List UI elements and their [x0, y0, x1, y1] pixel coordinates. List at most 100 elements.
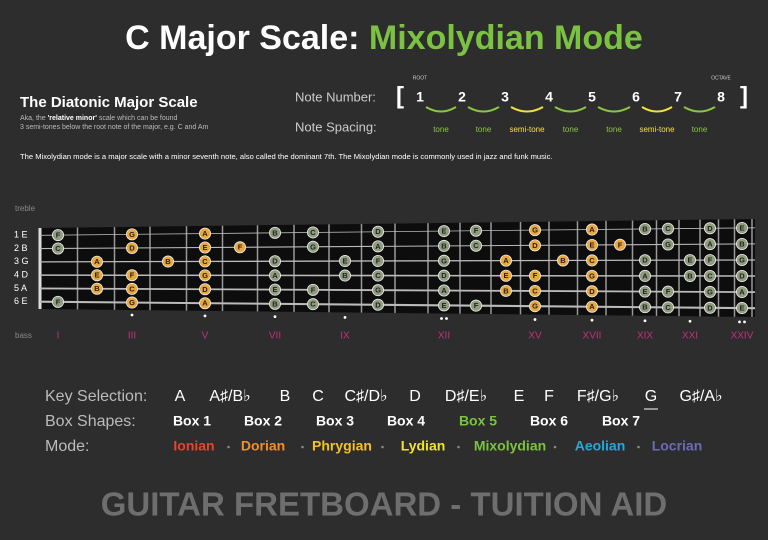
note	[338, 255, 351, 268]
note-letter: D	[375, 300, 381, 309]
note	[639, 269, 652, 282]
string	[39, 300, 756, 310]
spacing-label: tone	[563, 125, 579, 134]
note-letter: E	[739, 304, 744, 313]
note	[736, 253, 749, 266]
note	[736, 270, 749, 283]
note	[586, 238, 599, 251]
note-letter: A	[589, 225, 595, 234]
title-part: C Major Scale:	[125, 19, 369, 57]
note-letter: F	[474, 226, 479, 235]
mode-label: Mode:	[45, 438, 89, 455]
note-letter: B	[165, 257, 171, 266]
note-letter: A	[739, 288, 745, 297]
note-letter: F	[708, 256, 713, 265]
note-letter: F	[56, 297, 61, 306]
note-letter: D	[441, 271, 447, 280]
note-letter: C	[707, 271, 713, 280]
note-letter: C	[310, 228, 316, 237]
spacing-arc	[683, 106, 716, 113]
key: A♯/B♭	[209, 388, 250, 405]
note-letter: G	[589, 271, 595, 280]
note-letter: B	[642, 303, 648, 312]
diatonic-title: The Diatonic Major Scale	[20, 94, 198, 111]
note-letter: A	[272, 271, 278, 280]
fret-dot	[203, 314, 207, 318]
note	[662, 285, 675, 298]
note-letter: E	[503, 271, 508, 280]
note	[161, 255, 174, 268]
fret-dot	[738, 320, 741, 324]
note-letter: B	[342, 271, 348, 280]
note-letter: B	[560, 256, 566, 265]
box-shape: Box 1	[173, 413, 211, 429]
spacing-arc	[510, 106, 544, 113]
spacing-arc	[597, 106, 631, 113]
note-letter: D	[375, 227, 381, 236]
note-letter: B	[272, 228, 278, 237]
note	[704, 285, 717, 298]
note-letter: B	[94, 284, 100, 293]
mode: Lydian	[401, 438, 446, 454]
mode: Locrian	[652, 438, 703, 454]
note-letter: F	[311, 285, 316, 294]
note-number: 1	[416, 89, 424, 105]
note-letter: G	[532, 302, 538, 311]
note	[704, 238, 717, 251]
note	[704, 269, 717, 282]
bracket: ]	[740, 82, 748, 109]
note-letter: A	[202, 299, 208, 308]
fret-dot	[130, 313, 134, 317]
note	[586, 300, 599, 313]
fret-marker: XIX	[637, 331, 653, 342]
note-number: 2	[458, 89, 466, 105]
note-letter: E	[202, 243, 207, 252]
key: F♯/G♭	[577, 388, 619, 405]
note	[437, 299, 450, 312]
note-letter: B	[503, 286, 509, 295]
string-label: 3 G	[14, 256, 29, 266]
key: F	[544, 388, 554, 405]
string	[39, 227, 756, 236]
note	[268, 255, 281, 268]
diatonic-note-part: Aka, the	[20, 115, 48, 122]
note	[268, 226, 281, 239]
note	[198, 269, 211, 282]
fret-marker: XV	[528, 331, 542, 342]
note	[639, 301, 652, 314]
note-letter: A	[503, 256, 509, 265]
footer: GUITAR FRETBOARD - TUITION AID	[101, 486, 667, 523]
spacing-arc	[641, 106, 673, 113]
spacing-label: tone	[433, 125, 449, 134]
fret-marker: I	[57, 331, 60, 342]
fret-dot	[445, 317, 448, 320]
note-letter: E	[441, 227, 446, 236]
note	[233, 241, 246, 254]
note-letter: E	[441, 301, 446, 310]
note-letter: C	[202, 257, 208, 266]
note-letter: B	[739, 239, 745, 248]
note	[736, 221, 749, 234]
fret-marker: III	[128, 331, 136, 342]
key: E	[514, 388, 525, 405]
note	[662, 222, 675, 235]
note	[198, 255, 211, 268]
note-letter: A	[589, 302, 595, 311]
note	[469, 299, 482, 312]
note-number: 4	[545, 89, 553, 105]
note	[126, 228, 139, 241]
note	[198, 283, 211, 296]
note	[371, 240, 384, 253]
string	[39, 287, 756, 294]
note	[736, 237, 749, 250]
key: D♯/E♭	[445, 388, 487, 405]
note-letter: A	[642, 271, 648, 280]
fret-dot	[343, 316, 347, 319]
spacing-arc	[467, 106, 500, 113]
note	[469, 239, 482, 252]
note-letter: G	[665, 240, 671, 249]
mode: Ionian	[173, 438, 214, 454]
note	[736, 302, 749, 315]
diatonic-note: Aka, the 'relative minor' scale which ca…	[20, 115, 178, 122]
note	[437, 269, 450, 282]
